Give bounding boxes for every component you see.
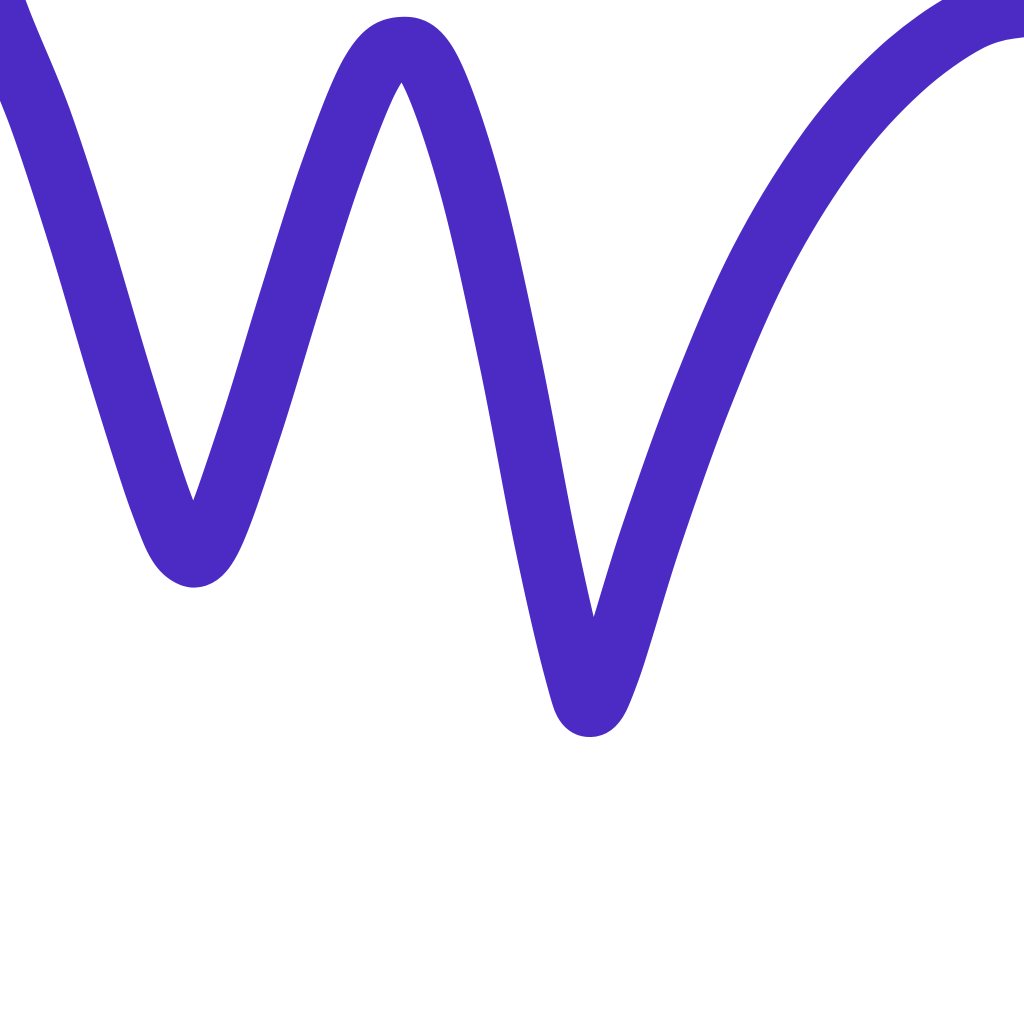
line-series-wave[interactable] <box>0 0 1024 737</box>
series-group <box>0 0 1024 737</box>
